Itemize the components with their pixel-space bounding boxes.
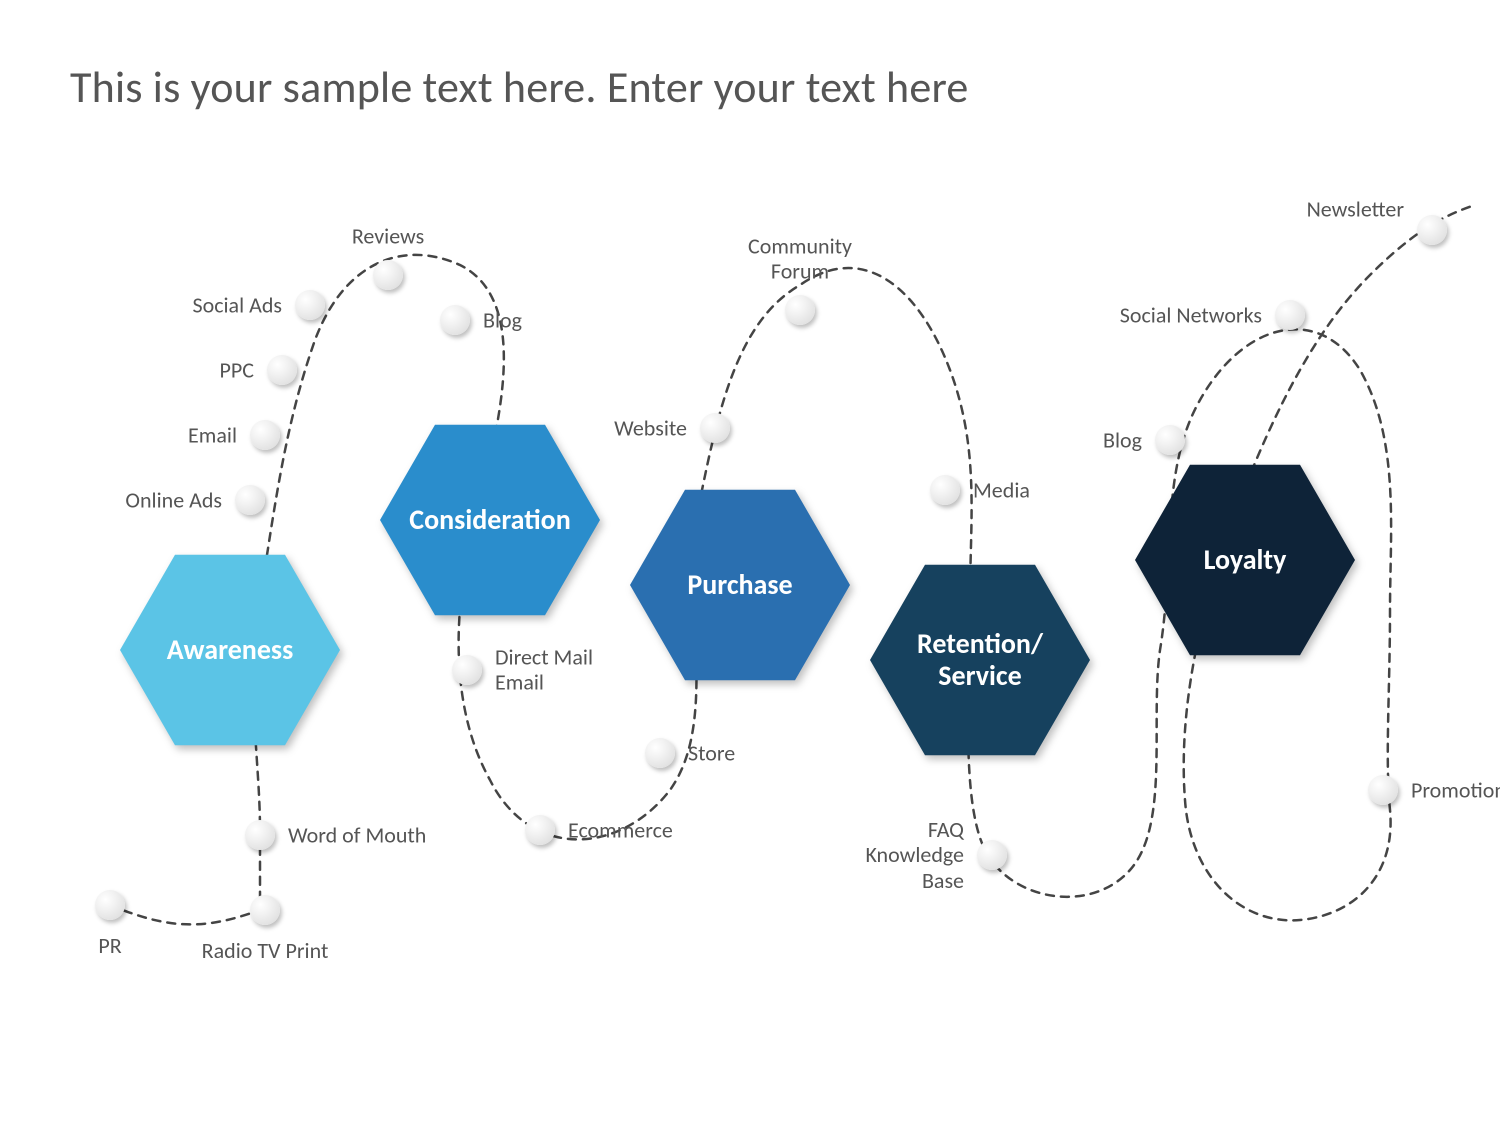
dot-newsletter: [1417, 215, 1447, 245]
dot-label-community: Community Forum: [748, 233, 852, 284]
dot-label-social-ads: Social Ads: [192, 292, 282, 317]
dot-label-radio-tv: Radio TV Print: [202, 938, 329, 963]
dot-label-email: Email: [188, 422, 237, 447]
hex-retention: Retention/ Service: [870, 564, 1090, 756]
dot-word-of-mouth: [245, 820, 275, 850]
dot-label-promotions: Promotions: [1411, 777, 1500, 802]
dot-label-direct-mail: Direct Mail Email: [495, 645, 593, 696]
dot-label-website: Website: [614, 415, 687, 440]
hex-consideration: Consideration: [380, 424, 600, 616]
dot-blog1: [440, 305, 470, 335]
hex-loyalty: Loyalty: [1135, 464, 1355, 656]
dot-label-blog1: Blog: [483, 307, 522, 332]
diagram-canvas: This is your sample text here. Enter you…: [0, 0, 1500, 1125]
dot-label-reviews: Reviews: [352, 224, 424, 249]
dot-label-media: Media: [973, 477, 1030, 502]
dot-label-pr: PR: [98, 933, 121, 958]
dot-faq: [977, 840, 1007, 870]
hex-label-retention: Retention/ Service: [903, 628, 1057, 692]
dot-label-faq: FAQ Knowledge Base: [865, 817, 964, 893]
dot-website: [700, 413, 730, 443]
dot-email: [250, 420, 280, 450]
dot-radio-tv: [250, 895, 280, 925]
page-title: This is your sample text here. Enter you…: [70, 60, 969, 114]
dot-social-ads: [295, 290, 325, 320]
hex-label-consideration: Consideration: [395, 504, 584, 536]
dot-store: [645, 738, 675, 768]
dot-promotions: [1368, 775, 1398, 805]
dot-label-online-ads: Online Ads: [125, 487, 222, 512]
hex-label-loyalty: Loyalty: [1190, 544, 1301, 576]
dot-label-ecommerce: Ecommerce: [568, 817, 673, 842]
hex-purchase: Purchase: [630, 489, 850, 681]
dot-ecommerce: [525, 815, 555, 845]
dot-label-store: Store: [688, 740, 735, 765]
dot-label-word-of-mouth: Word of Mouth: [288, 822, 426, 847]
dot-social-net: [1275, 300, 1305, 330]
dot-pr: [95, 890, 125, 920]
hex-label-awareness: Awareness: [153, 634, 308, 666]
dot-blog2: [1155, 425, 1185, 455]
hex-label-purchase: Purchase: [673, 569, 806, 601]
dot-community: [785, 295, 815, 325]
dot-direct-mail: [452, 655, 482, 685]
dot-reviews: [373, 260, 403, 290]
dot-label-newsletter: Newsletter: [1307, 197, 1404, 222]
dot-online-ads: [235, 485, 265, 515]
hex-awareness: Awareness: [120, 554, 340, 746]
dot-label-social-net: Social Networks: [1120, 302, 1262, 327]
dot-media: [930, 475, 960, 505]
dot-ppc: [267, 355, 297, 385]
dot-label-ppc: PPC: [220, 357, 254, 382]
dot-label-blog2: Blog: [1103, 427, 1142, 452]
